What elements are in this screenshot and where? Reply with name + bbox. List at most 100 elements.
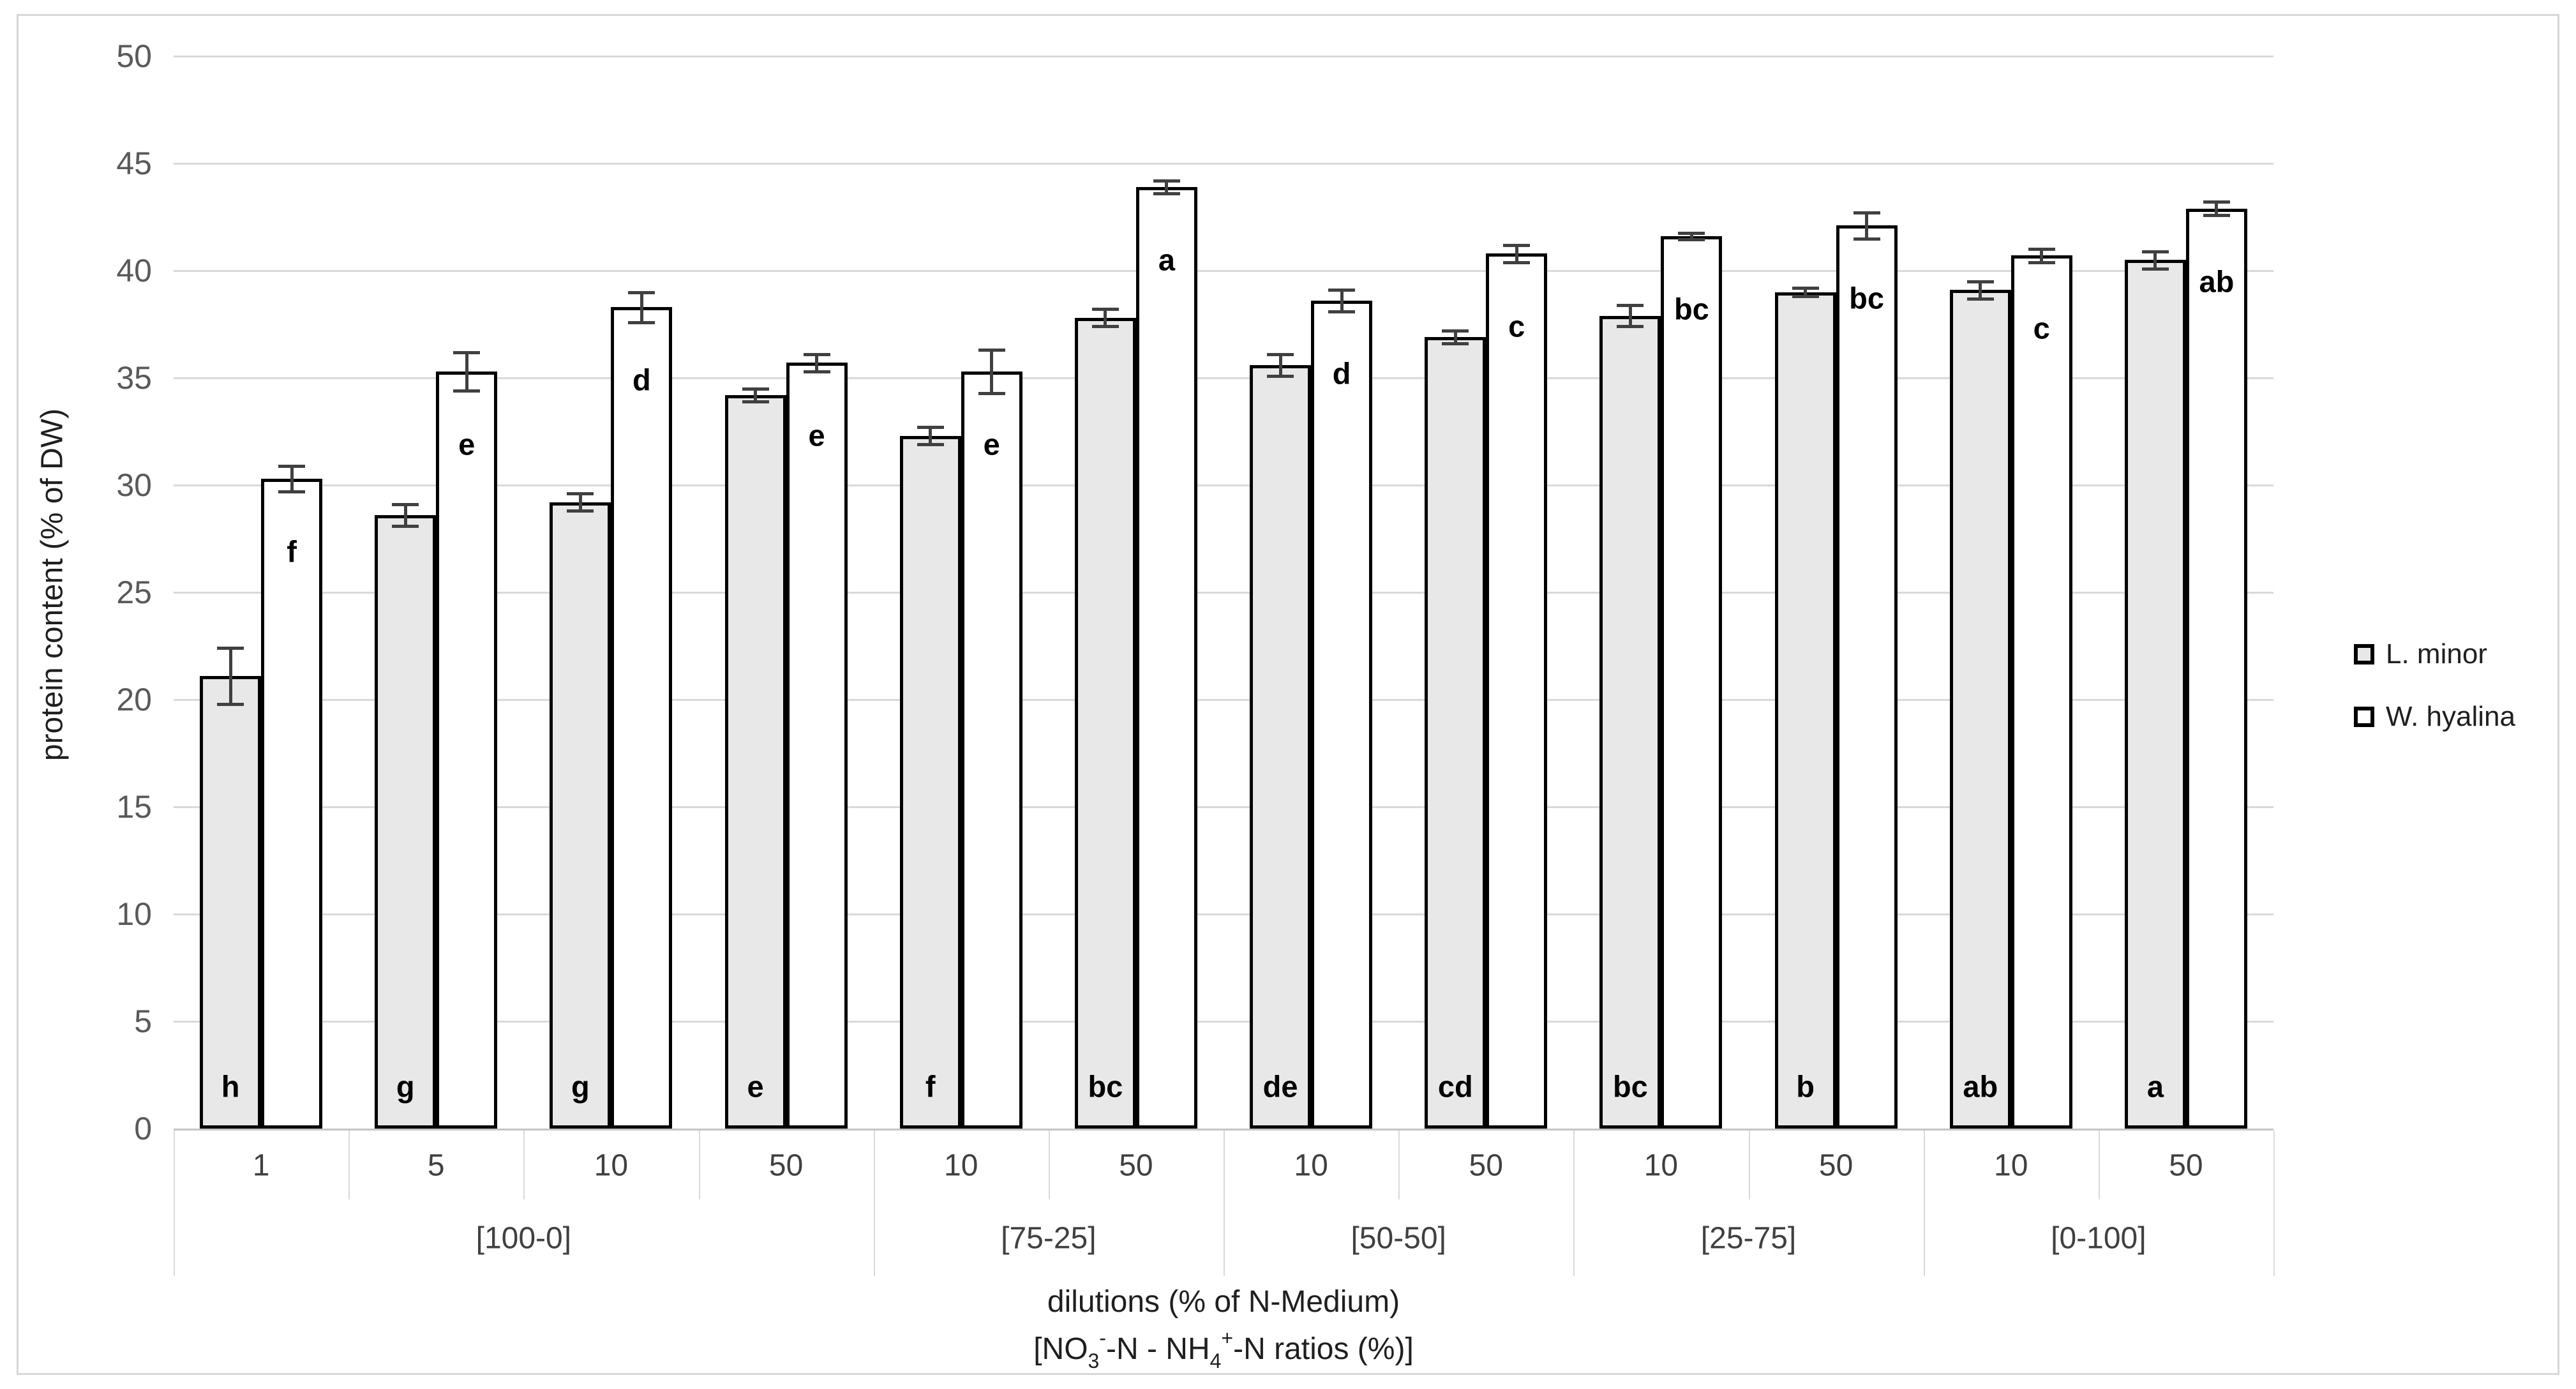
sig-letter-w-hyalina-100-0-5: e bbox=[458, 427, 476, 462]
y-tick-label-20: 20 bbox=[116, 682, 152, 717]
error-bar-w-hyalina-100-0-10 bbox=[640, 292, 643, 322]
x-axis-title-segment: 3 bbox=[1088, 1349, 1100, 1372]
error-bar-w-hyalina-100-0-5 bbox=[465, 352, 468, 391]
error-bar-cap-bottom-w-hyalina-0-100-50 bbox=[2203, 213, 2230, 217]
sig-letter-w-hyalina-75-25-50: a bbox=[1158, 243, 1175, 277]
y-tick-label-35: 35 bbox=[116, 360, 152, 396]
sig-letter-w-hyalina-100-0-50: e bbox=[808, 418, 825, 453]
category-separator bbox=[1224, 1130, 1225, 1276]
x-category-label: 50 bbox=[1119, 1148, 1153, 1183]
category-separator bbox=[2098, 1130, 2100, 1199]
error-bar-cap-bottom-w-hyalina-25-75-10 bbox=[1678, 238, 1705, 242]
error-bar-cap-bottom-l-minor-100-0-5 bbox=[392, 524, 419, 528]
bar-w-hyalina-25-75-10 bbox=[1661, 236, 1723, 1129]
error-bar-l-minor-25-75-50 bbox=[1804, 287, 1808, 297]
sig-letter-w-hyalina-50-50-50: c bbox=[1508, 309, 1525, 343]
error-bar-cap-top-w-hyalina-75-25-50 bbox=[1153, 179, 1180, 183]
error-bar-w-hyalina-0-100-10 bbox=[2040, 249, 2044, 262]
category-separator bbox=[1048, 1130, 1050, 1199]
y-tick-label-10: 10 bbox=[116, 896, 152, 932]
bar-w-hyalina-100-0-1 bbox=[261, 478, 323, 1129]
y-tick-label-25: 25 bbox=[116, 574, 152, 610]
sig-letter-w-hyalina-100-0-1: f bbox=[287, 534, 297, 569]
bar-l-minor-50-50-50 bbox=[1425, 337, 1486, 1129]
bar-w-hyalina-100-0-50 bbox=[786, 363, 848, 1129]
category-separator bbox=[1748, 1130, 1750, 1199]
x-category-label: 10 bbox=[1994, 1148, 2028, 1183]
error-bar-cap-top-w-hyalina-25-75-50 bbox=[1853, 211, 1880, 215]
legend-marker-icon bbox=[2354, 644, 2374, 664]
error-bar-cap-top-l-minor-25-75-50 bbox=[1792, 286, 1819, 290]
error-bar-cap-top-w-hyalina-100-0-1 bbox=[278, 464, 306, 468]
x-category-label: 5 bbox=[427, 1148, 445, 1183]
error-bar-w-hyalina-0-100-50 bbox=[2215, 202, 2219, 215]
error-bar-l-minor-100-0-10 bbox=[578, 493, 582, 511]
error-bar-cap-bottom-l-minor-75-25-10 bbox=[917, 443, 944, 447]
sig-letter-w-hyalina-100-0-10: d bbox=[633, 363, 651, 397]
error-bar-w-hyalina-25-75-10 bbox=[1689, 233, 1693, 240]
sig-letter-w-hyalina-75-25-10: e bbox=[983, 427, 1000, 462]
gridline-50 bbox=[174, 56, 2273, 57]
error-bar-cap-bottom-l-minor-25-75-10 bbox=[1617, 325, 1644, 329]
error-bar-cap-top-w-hyalina-75-25-10 bbox=[978, 349, 1005, 352]
category-separator bbox=[523, 1130, 525, 1199]
y-tick-label-50: 50 bbox=[116, 38, 152, 74]
error-bar-cap-top-w-hyalina-25-75-10 bbox=[1678, 232, 1705, 236]
gridline-20 bbox=[174, 699, 2273, 701]
gridline-10 bbox=[174, 913, 2273, 915]
bar-w-hyalina-100-0-5 bbox=[436, 371, 498, 1129]
x-group-label: [0-100] bbox=[2051, 1221, 2146, 1256]
gridline-45 bbox=[174, 163, 2273, 165]
error-bar-cap-bottom-l-minor-50-50-10 bbox=[1267, 374, 1294, 378]
x-category-label: 10 bbox=[1294, 1148, 1328, 1183]
error-bar-cap-bottom-w-hyalina-0-100-10 bbox=[2028, 260, 2055, 264]
y-tick-label-30: 30 bbox=[116, 467, 152, 503]
sig-letter-l-minor-75-25-10: f bbox=[925, 1069, 936, 1104]
x-axis-title-line1: dilutions (% of N-Medium) bbox=[1047, 1285, 1400, 1319]
legend-label: W. hyalina bbox=[2386, 701, 2515, 732]
error-bar-l-minor-100-0-1 bbox=[228, 648, 232, 704]
x-category-label: 10 bbox=[1644, 1148, 1679, 1183]
x-axis-title-segment: 4 bbox=[1209, 1349, 1222, 1372]
error-bar-cap-bottom-l-minor-25-75-50 bbox=[1792, 295, 1819, 299]
y-tick-label-45: 45 bbox=[116, 146, 152, 181]
error-bar-cap-bottom-l-minor-100-0-10 bbox=[567, 509, 594, 513]
category-separator bbox=[1398, 1130, 1400, 1199]
error-bar-cap-bottom-l-minor-0-100-50 bbox=[2141, 267, 2169, 271]
y-tick-label-0: 0 bbox=[134, 1111, 152, 1146]
legend-label: L. minor bbox=[2386, 638, 2487, 670]
error-bar-cap-top-l-minor-100-0-1 bbox=[217, 647, 244, 650]
sig-letter-l-minor-25-75-10: bc bbox=[1612, 1069, 1648, 1104]
error-bar-cap-top-l-minor-0-100-10 bbox=[1966, 280, 1994, 283]
sig-letter-l-minor-100-0-1: h bbox=[221, 1069, 240, 1104]
x-axis-title-segment: - bbox=[1099, 1326, 1106, 1349]
sig-letter-l-minor-100-0-5: g bbox=[396, 1069, 415, 1104]
x-category-label: 1 bbox=[252, 1148, 270, 1183]
x-axis-title-segment: + bbox=[1221, 1326, 1234, 1349]
error-bar-w-hyalina-75-25-10 bbox=[990, 350, 994, 393]
bar-l-minor-0-100-50 bbox=[2124, 260, 2186, 1129]
error-bar-cap-top-l-minor-75-25-10 bbox=[917, 426, 944, 430]
error-bar-cap-bottom-w-hyalina-75-25-10 bbox=[978, 391, 1005, 395]
error-bar-cap-bottom-w-hyalina-100-0-50 bbox=[803, 370, 830, 373]
error-bar-l-minor-25-75-10 bbox=[1628, 304, 1632, 327]
x-category-label: 50 bbox=[768, 1148, 804, 1183]
x-group-label: [25-75] bbox=[1700, 1221, 1797, 1256]
error-bar-cap-bottom-l-minor-100-0-1 bbox=[217, 702, 244, 706]
error-bar-l-minor-0-100-10 bbox=[1979, 281, 1982, 299]
error-bar-l-minor-50-50-10 bbox=[1278, 354, 1282, 376]
error-bar-cap-top-w-hyalina-100-0-50 bbox=[803, 353, 830, 357]
legend: L. minor W. hyalina bbox=[2354, 638, 2515, 763]
bar-l-minor-25-75-10 bbox=[1599, 315, 1661, 1129]
error-bar-cap-top-l-minor-100-0-5 bbox=[392, 503, 419, 507]
error-bar-w-hyalina-100-0-1 bbox=[290, 465, 294, 492]
error-bar-cap-top-l-minor-100-0-10 bbox=[567, 492, 594, 496]
gridline-35 bbox=[174, 377, 2273, 379]
error-bar-cap-bottom-l-minor-100-0-50 bbox=[742, 400, 769, 403]
category-separator bbox=[698, 1130, 700, 1199]
x-group-label: [50-50] bbox=[1351, 1221, 1446, 1256]
bar-w-hyalina-25-75-50 bbox=[1836, 225, 1898, 1129]
bar-l-minor-100-0-10 bbox=[550, 502, 611, 1129]
sig-letter-w-hyalina-0-100-10: c bbox=[2033, 311, 2050, 345]
gridline-40 bbox=[174, 270, 2273, 272]
